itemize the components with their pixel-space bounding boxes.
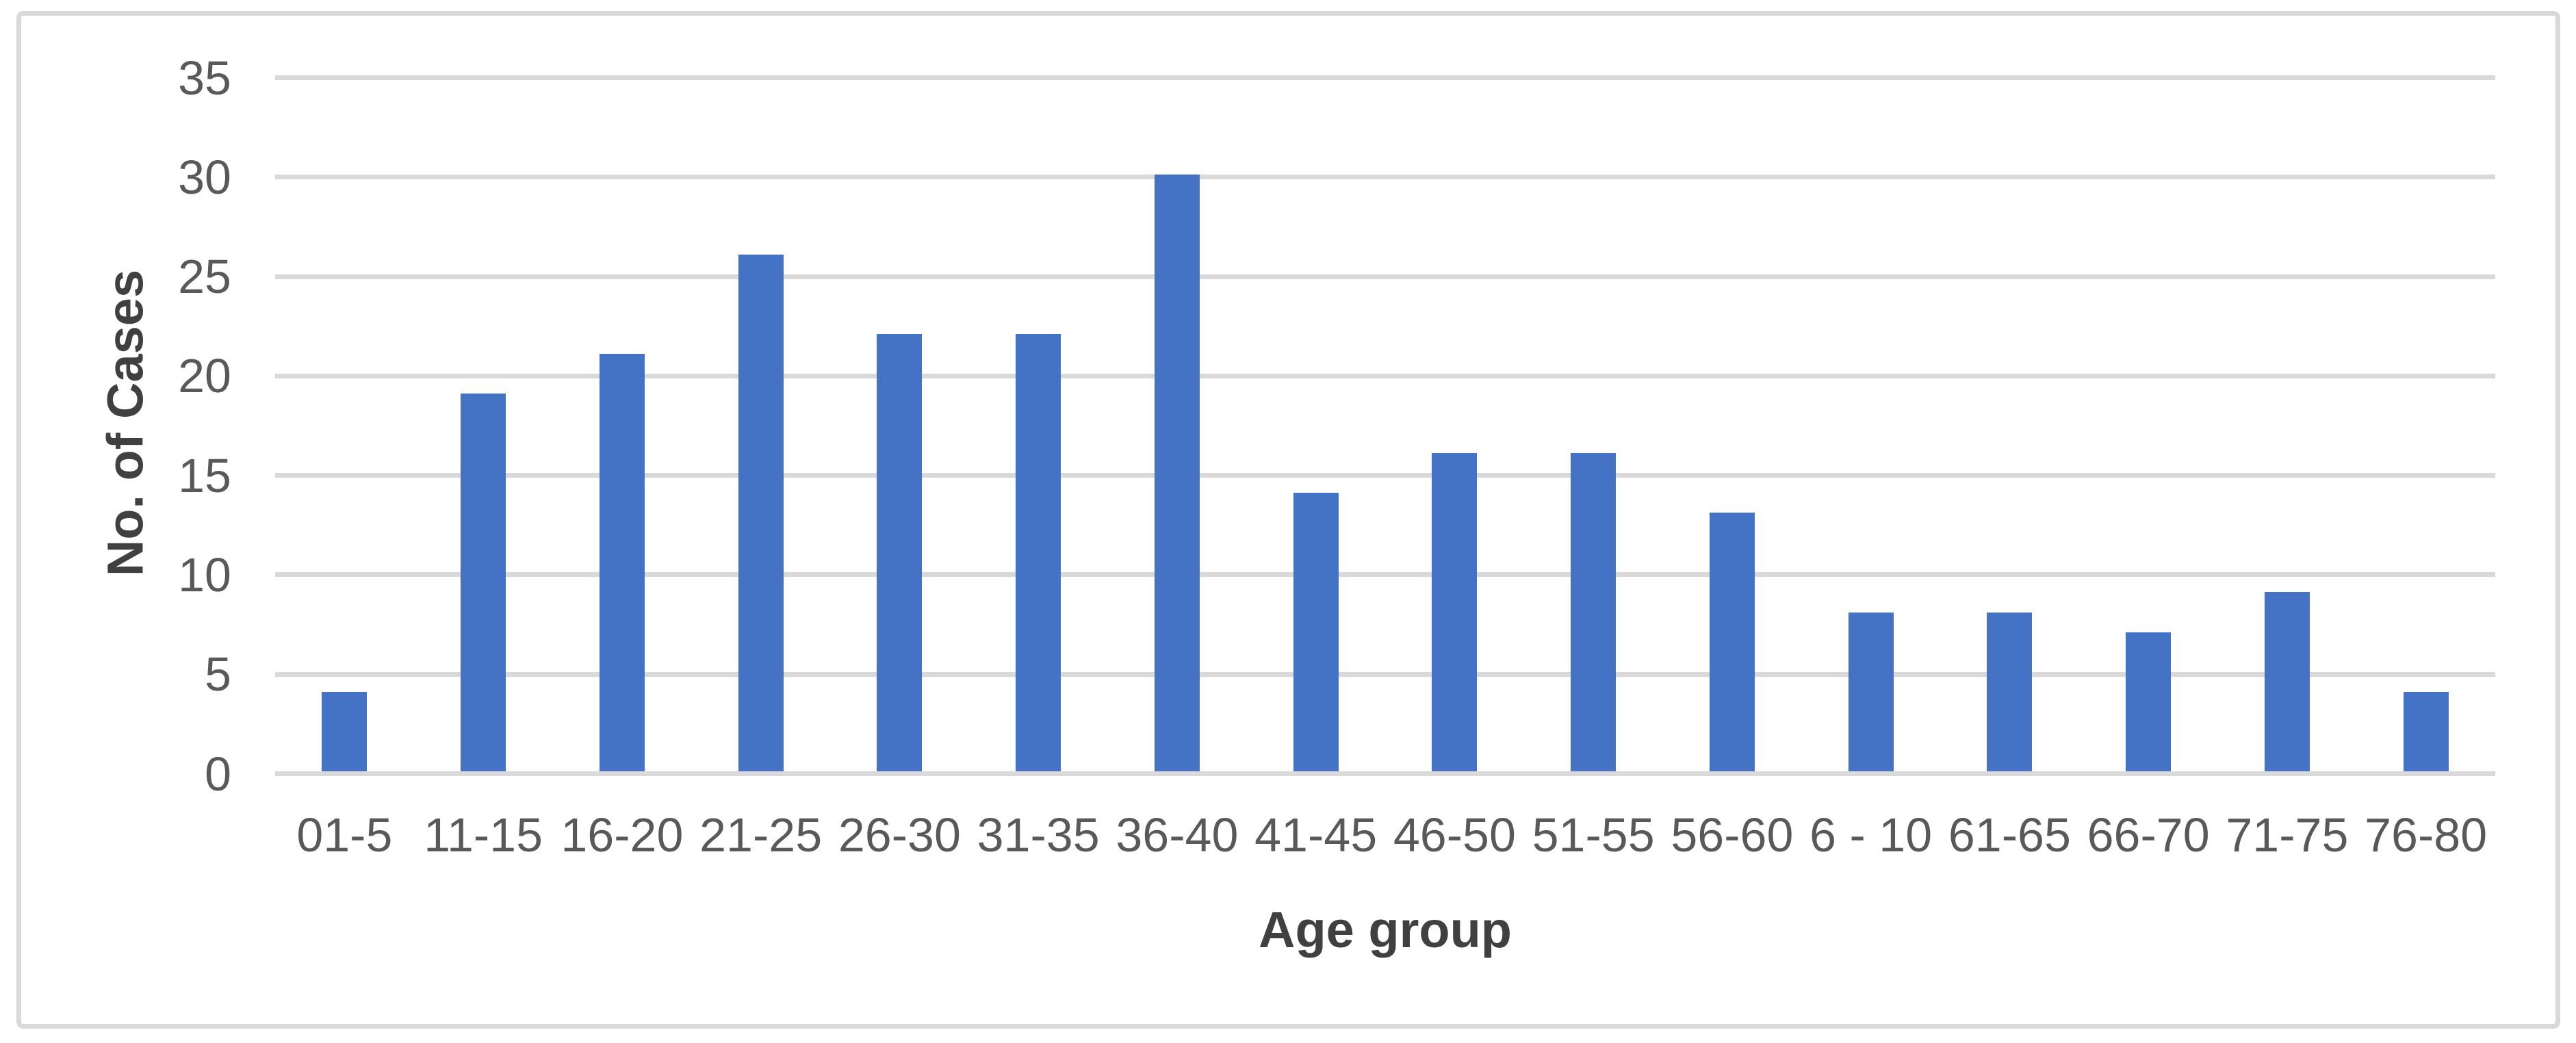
x-tick-label-41-45: 41-45 xyxy=(1254,808,1378,862)
y-tick-label-30: 30 xyxy=(178,150,231,204)
x-tick-label-26-30: 26-30 xyxy=(838,808,961,862)
gridline-y-25 xyxy=(275,274,2495,279)
gridline-y-30 xyxy=(275,175,2495,180)
x-tick-label-76-80: 76-80 xyxy=(2365,808,2488,862)
bar-41-45 xyxy=(1293,493,1339,771)
x-tick-label-71-75: 71-75 xyxy=(2226,808,2349,862)
y-tick-label-0: 0 xyxy=(205,747,231,801)
gridline-y-10 xyxy=(275,572,2495,578)
gridline-y-20 xyxy=(275,373,2495,378)
chart-border-frame xyxy=(16,11,2560,1029)
x-tick-label-21-25: 21-25 xyxy=(699,808,823,862)
y-tick-label-5: 5 xyxy=(205,647,231,701)
bar-61-65 xyxy=(1987,612,2033,771)
bar-16-20 xyxy=(599,353,645,771)
gridline-y-15 xyxy=(275,473,2495,478)
y-tick-label-25: 25 xyxy=(178,250,231,304)
x-tick-label-11-15: 11-15 xyxy=(424,808,543,862)
y-axis-title: No. of Cases xyxy=(96,269,154,577)
x-tick-label-46-50: 46-50 xyxy=(1393,808,1516,862)
x-tick-label-51-55: 51-55 xyxy=(1532,808,1655,862)
bar-6-10 xyxy=(1848,612,1894,771)
gridline-y-35 xyxy=(275,75,2495,80)
bar-71-75 xyxy=(2264,592,2310,771)
x-tick-label-6-10: 6 - 10 xyxy=(1809,808,1933,862)
x-tick-label-56-60: 56-60 xyxy=(1671,808,1794,862)
x-tick-label-31-35: 31-35 xyxy=(977,808,1100,862)
x-tick-label-16-20: 16-20 xyxy=(561,808,684,862)
gridline-y-0 xyxy=(275,771,2495,776)
x-axis-title: Age group xyxy=(1259,901,1512,958)
bar-21-25 xyxy=(738,254,784,771)
x-tick-label-01-5: 01-5 xyxy=(296,808,393,862)
bar-56-60 xyxy=(1709,513,1755,771)
bar-26-30 xyxy=(877,333,923,771)
y-tick-label-20: 20 xyxy=(178,349,231,403)
bar-11-15 xyxy=(461,393,506,771)
y-tick-label-10: 10 xyxy=(178,548,231,602)
bar-36-40 xyxy=(1154,175,1200,771)
x-tick-label-36-40: 36-40 xyxy=(1116,808,1239,862)
y-tick-label-15: 15 xyxy=(178,448,231,502)
x-tick-label-66-70: 66-70 xyxy=(2087,808,2210,862)
bar-46-50 xyxy=(1432,453,1478,771)
bar-01-5 xyxy=(322,691,368,771)
y-tick-label-35: 35 xyxy=(178,51,231,105)
bar-66-70 xyxy=(2126,632,2172,771)
bar-76-80 xyxy=(2403,691,2449,771)
bar-31-35 xyxy=(1016,333,1061,771)
x-tick-label-61-65: 61-65 xyxy=(1948,808,2071,862)
bar-51-55 xyxy=(1571,453,1617,771)
gridline-y-5 xyxy=(275,671,2495,677)
